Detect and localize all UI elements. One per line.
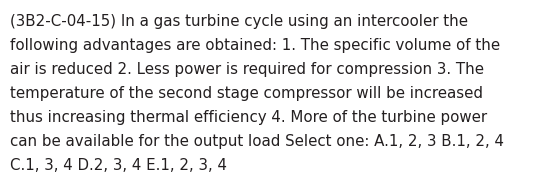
Text: can be available for the output load Select one: A.1, 2, 3 B.1, 2, 4: can be available for the output load Sel…	[10, 134, 504, 149]
Text: air is reduced 2. Less power is required for compression 3. The: air is reduced 2. Less power is required…	[10, 62, 484, 77]
Text: C.1, 3, 4 D.2, 3, 4 E.1, 2, 3, 4: C.1, 3, 4 D.2, 3, 4 E.1, 2, 3, 4	[10, 158, 227, 173]
Text: (3B2-C-04-15) In a gas turbine cycle using an intercooler the: (3B2-C-04-15) In a gas turbine cycle usi…	[10, 14, 468, 29]
Text: following advantages are obtained: 1. The specific volume of the: following advantages are obtained: 1. Th…	[10, 38, 500, 53]
Text: temperature of the second stage compressor will be increased: temperature of the second stage compress…	[10, 86, 483, 101]
Text: thus increasing thermal efficiency 4. More of the turbine power: thus increasing thermal efficiency 4. Mo…	[10, 110, 487, 125]
